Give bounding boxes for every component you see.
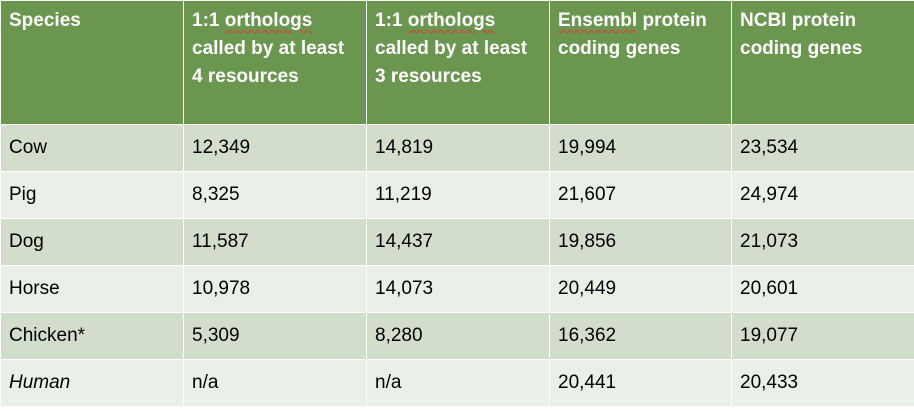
cell-ncbi: 19,077: [731, 312, 914, 360]
cell-ensembl: 21,607: [549, 171, 732, 219]
header-ncbi-genes: NCBI protein coding genes: [731, 0, 914, 125]
cell-orthologs-4: 8,325: [183, 171, 367, 219]
header-orthologs-3-resources: 1:1 orthologs called by at least 3 resou…: [366, 0, 550, 125]
cell-ensembl: 16,362: [549, 312, 732, 360]
cell-ncbi: 20,601: [731, 265, 914, 313]
cell-species: Human: [0, 359, 184, 407]
cell-orthologs-3: 14,073: [366, 265, 550, 313]
cell-ncbi: 20,433: [731, 359, 914, 407]
spellcheck-word: orthologs: [407, 10, 496, 31]
cell-ensembl: 20,441: [549, 359, 732, 407]
table-row: Human n/a n/a 20,441 20,433: [0, 359, 914, 407]
cell-species: Cow: [0, 124, 184, 172]
cell-orthologs-4: 10,978: [183, 265, 367, 313]
cell-species: Chicken*: [0, 312, 184, 360]
table-row: Chicken* 5,309 8,280 16,362 19,077: [0, 312, 914, 360]
spellcheck-word: orthologs: [224, 10, 313, 31]
table-body: Cow 12,349 14,819 19,994 23,534 Pig 8,32…: [0, 124, 914, 407]
header-species: Species: [0, 0, 184, 125]
cell-orthologs-3: n/a: [366, 359, 550, 407]
table-row: Pig 8,325 11,219 21,607 24,974: [0, 171, 914, 219]
table-row: Cow 12,349 14,819 19,994 23,534: [0, 124, 914, 172]
cell-orthologs-4: 11,587: [183, 218, 367, 266]
header-ensembl-genes: Ensembl protein coding genes: [549, 0, 732, 125]
cell-orthologs-4: 5,309: [183, 312, 367, 360]
cell-orthologs-4: n/a: [183, 359, 367, 407]
cell-orthologs-3: 14,819: [366, 124, 550, 172]
cell-species: Dog: [0, 218, 184, 266]
cell-ensembl: 20,449: [549, 265, 732, 313]
header-row: Species 1:1 orthologs called by at least…: [0, 0, 914, 125]
cell-orthologs-3: 8,280: [366, 312, 550, 360]
cell-orthologs-3: 14,437: [366, 218, 550, 266]
cell-orthologs-4: 12,349: [183, 124, 367, 172]
table-row: Dog 11,587 14,437 19,856 21,073: [0, 218, 914, 266]
cell-orthologs-3: 11,219: [366, 171, 550, 219]
header-orthologs-4-resources: 1:1 orthologs called by at least 4 resou…: [183, 0, 367, 125]
cell-species: Horse: [0, 265, 184, 313]
cell-ncbi: 24,974: [731, 171, 914, 219]
cell-ensembl: 19,994: [549, 124, 732, 172]
spellcheck-word: Ensembl: [558, 10, 638, 31]
table-header: Species 1:1 orthologs called by at least…: [0, 0, 914, 125]
table-row: Horse 10,978 14,073 20,449 20,601: [0, 265, 914, 313]
cell-ensembl: 19,856: [549, 218, 732, 266]
cell-ncbi: 23,534: [731, 124, 914, 172]
cell-ncbi: 21,073: [731, 218, 914, 266]
cell-species: Pig: [0, 171, 184, 219]
